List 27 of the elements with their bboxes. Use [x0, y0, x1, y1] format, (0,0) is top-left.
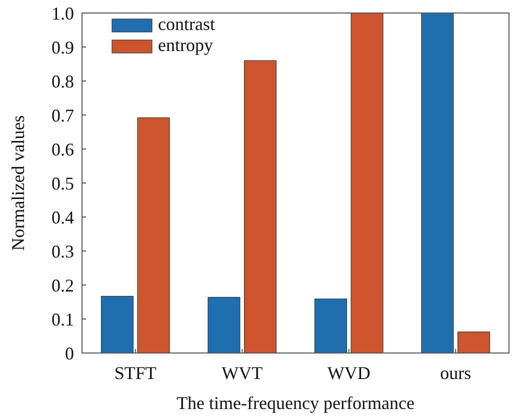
legend-label: contrast	[158, 14, 215, 34]
x-tick-label: WVT	[222, 363, 263, 383]
x-tick-label: ours	[440, 363, 472, 383]
legend-label: entropy	[158, 35, 213, 55]
bar	[244, 60, 277, 354]
bar	[314, 298, 347, 354]
y-tick-label: 0.8	[52, 71, 74, 92]
x-tick-label: STFT	[114, 363, 156, 383]
bar	[421, 12, 454, 354]
x-tick-label: WVD	[327, 363, 370, 383]
bar	[100, 296, 134, 354]
bar	[350, 12, 384, 354]
bar	[208, 296, 240, 354]
y-tick-label: 0	[65, 343, 74, 364]
y-tick-label: 0.6	[52, 139, 74, 160]
y-tick-label: 0.4	[52, 207, 74, 228]
y-tick-label: 1.0	[52, 3, 74, 24]
y-tick-label: 0.2	[52, 275, 74, 296]
y-axis-title: Normalized values	[8, 115, 28, 251]
y-tick-label: 0.7	[52, 105, 74, 126]
x-axis-title: The time-frequency performance	[176, 393, 414, 413]
y-tick-label: 0.3	[52, 241, 74, 262]
bar	[458, 332, 490, 354]
y-tick-label: 0.5	[52, 173, 74, 194]
y-tick-label: 0.9	[52, 37, 74, 58]
y-tick-label: 0.1	[52, 309, 74, 330]
bar	[137, 117, 170, 354]
